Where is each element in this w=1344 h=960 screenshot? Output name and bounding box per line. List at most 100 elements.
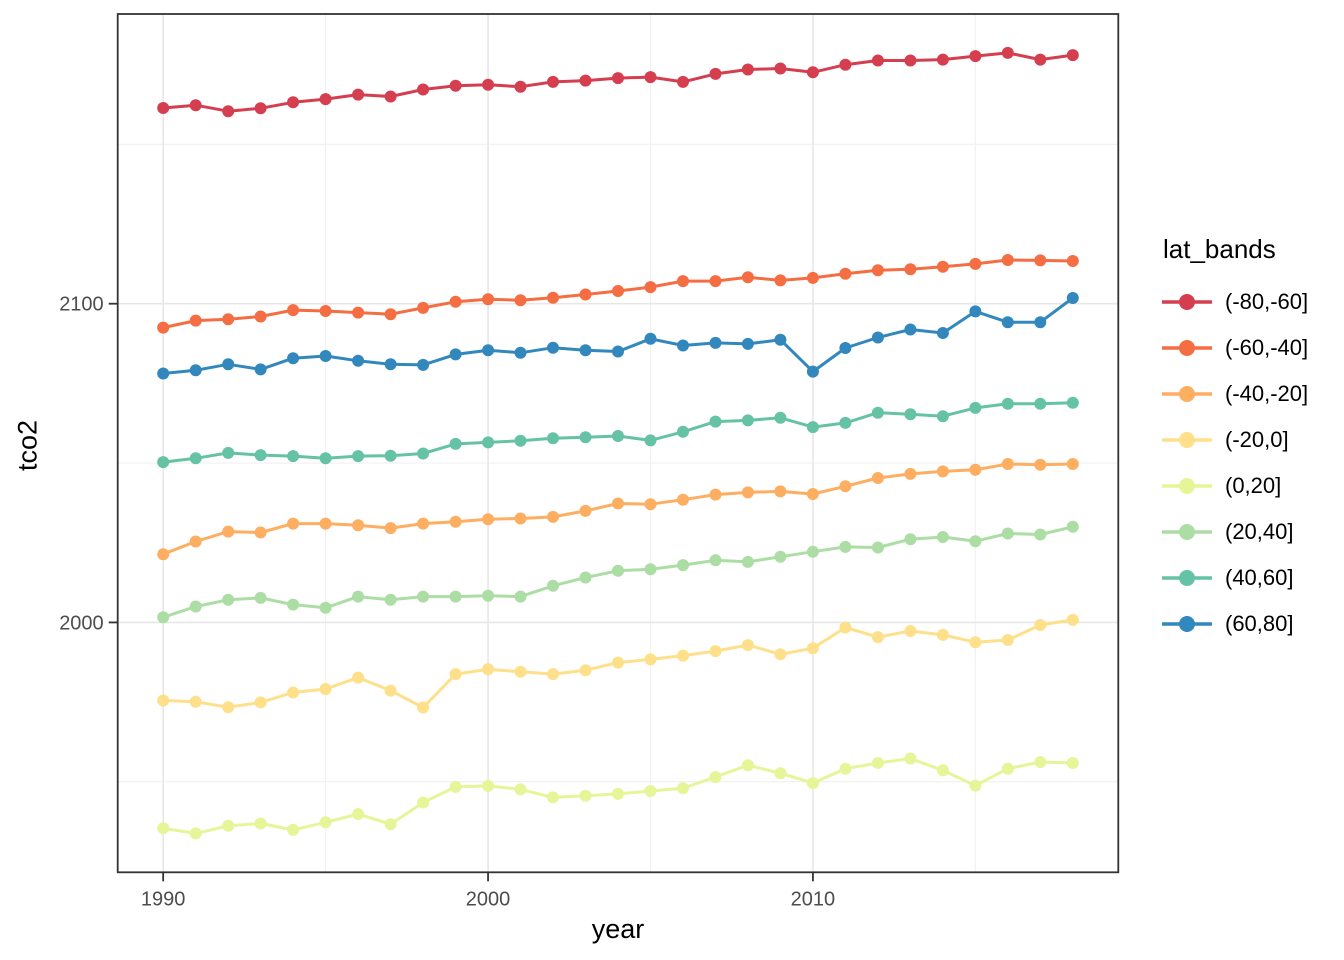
data-point (449, 348, 462, 361)
data-point (774, 648, 787, 661)
data-point (871, 54, 884, 67)
data-point (969, 257, 982, 270)
data-point (741, 414, 754, 427)
data-point (287, 304, 300, 317)
data-point (709, 554, 722, 567)
legend-key-icon (1162, 524, 1212, 540)
data-point (904, 54, 917, 67)
data-point (1066, 613, 1079, 626)
data-point (449, 515, 462, 528)
data-point (352, 306, 365, 319)
data-point (774, 62, 787, 75)
data-point (579, 664, 592, 677)
data-point (482, 663, 495, 676)
legend-entry: (-80,-60] (1161, 279, 1308, 325)
data-point (936, 410, 949, 423)
data-point (254, 363, 267, 376)
data-point (612, 345, 624, 358)
data-point (547, 510, 559, 523)
data-point (806, 365, 819, 378)
data-point (222, 819, 235, 832)
data-point (1066, 292, 1079, 304)
data-point (514, 434, 527, 447)
data-point (254, 591, 267, 604)
data-point (839, 762, 852, 775)
legend-entry: (-20,0] (1161, 417, 1308, 463)
data-point (579, 431, 592, 444)
data-point (1034, 528, 1047, 541)
x-axis-title: year (591, 914, 645, 944)
panel-border (116, 13, 1120, 874)
data-point (222, 593, 235, 606)
data-point (449, 295, 462, 308)
data-point (904, 533, 917, 546)
data-point (806, 777, 819, 790)
legend-entry: (0,20] (1161, 463, 1308, 509)
data-point (352, 450, 365, 463)
data-point (514, 512, 527, 525)
data-point (384, 308, 397, 321)
data-point (741, 271, 754, 284)
data-point (319, 452, 332, 465)
data-point (482, 589, 495, 602)
data-point (1034, 397, 1047, 410)
data-point (579, 504, 592, 517)
data-point (1066, 520, 1079, 533)
data-point (189, 827, 202, 840)
data-point (157, 822, 170, 835)
data-point (319, 93, 332, 106)
data-point (774, 333, 787, 346)
data-point (482, 293, 495, 306)
data-point (579, 789, 592, 802)
data-point (644, 281, 657, 294)
data-point (677, 275, 689, 288)
data-point (547, 75, 559, 88)
legend-entry-label: (60,80] (1225, 611, 1294, 636)
data-point (1034, 254, 1047, 267)
data-point (709, 275, 722, 288)
data-point (222, 701, 235, 714)
data-point (741, 639, 754, 652)
data-point (969, 636, 982, 649)
data-point (936, 53, 949, 66)
legend-key-icon (1162, 294, 1212, 310)
data-point (709, 771, 722, 783)
data-point (189, 600, 202, 613)
data-point (677, 782, 689, 795)
data-point (417, 517, 430, 530)
data-point (677, 493, 689, 506)
data-point (352, 88, 365, 101)
data-point (319, 517, 332, 530)
data-point (384, 522, 397, 535)
data-point (514, 294, 527, 307)
data-point (1001, 762, 1014, 775)
data-point (482, 513, 495, 526)
data-point (936, 764, 949, 777)
data-point (969, 779, 982, 792)
data-point (936, 260, 949, 273)
data-point (741, 555, 754, 568)
x-tick-label: 2010 (791, 888, 836, 910)
data-point (1034, 458, 1047, 471)
data-point (741, 337, 754, 350)
data-point (287, 598, 300, 611)
data-point (904, 263, 917, 276)
data-point (254, 449, 267, 462)
data-point (514, 665, 527, 678)
data-point (644, 332, 657, 345)
data-point (514, 590, 527, 603)
legend-entries: (-80,-60] (-60,-40] (-40,-20] (-20,0] (0,20]… (1161, 279, 1308, 647)
data-point (222, 525, 235, 538)
data-point (287, 823, 300, 836)
y-axis-title: tco2 (12, 419, 43, 472)
legend-key-icon (1162, 432, 1212, 448)
data-point (904, 467, 917, 480)
data-point (254, 526, 267, 539)
data-point (871, 631, 884, 644)
data-point (189, 695, 202, 708)
data-point (189, 452, 202, 465)
data-point (352, 590, 365, 603)
data-point (547, 579, 559, 592)
